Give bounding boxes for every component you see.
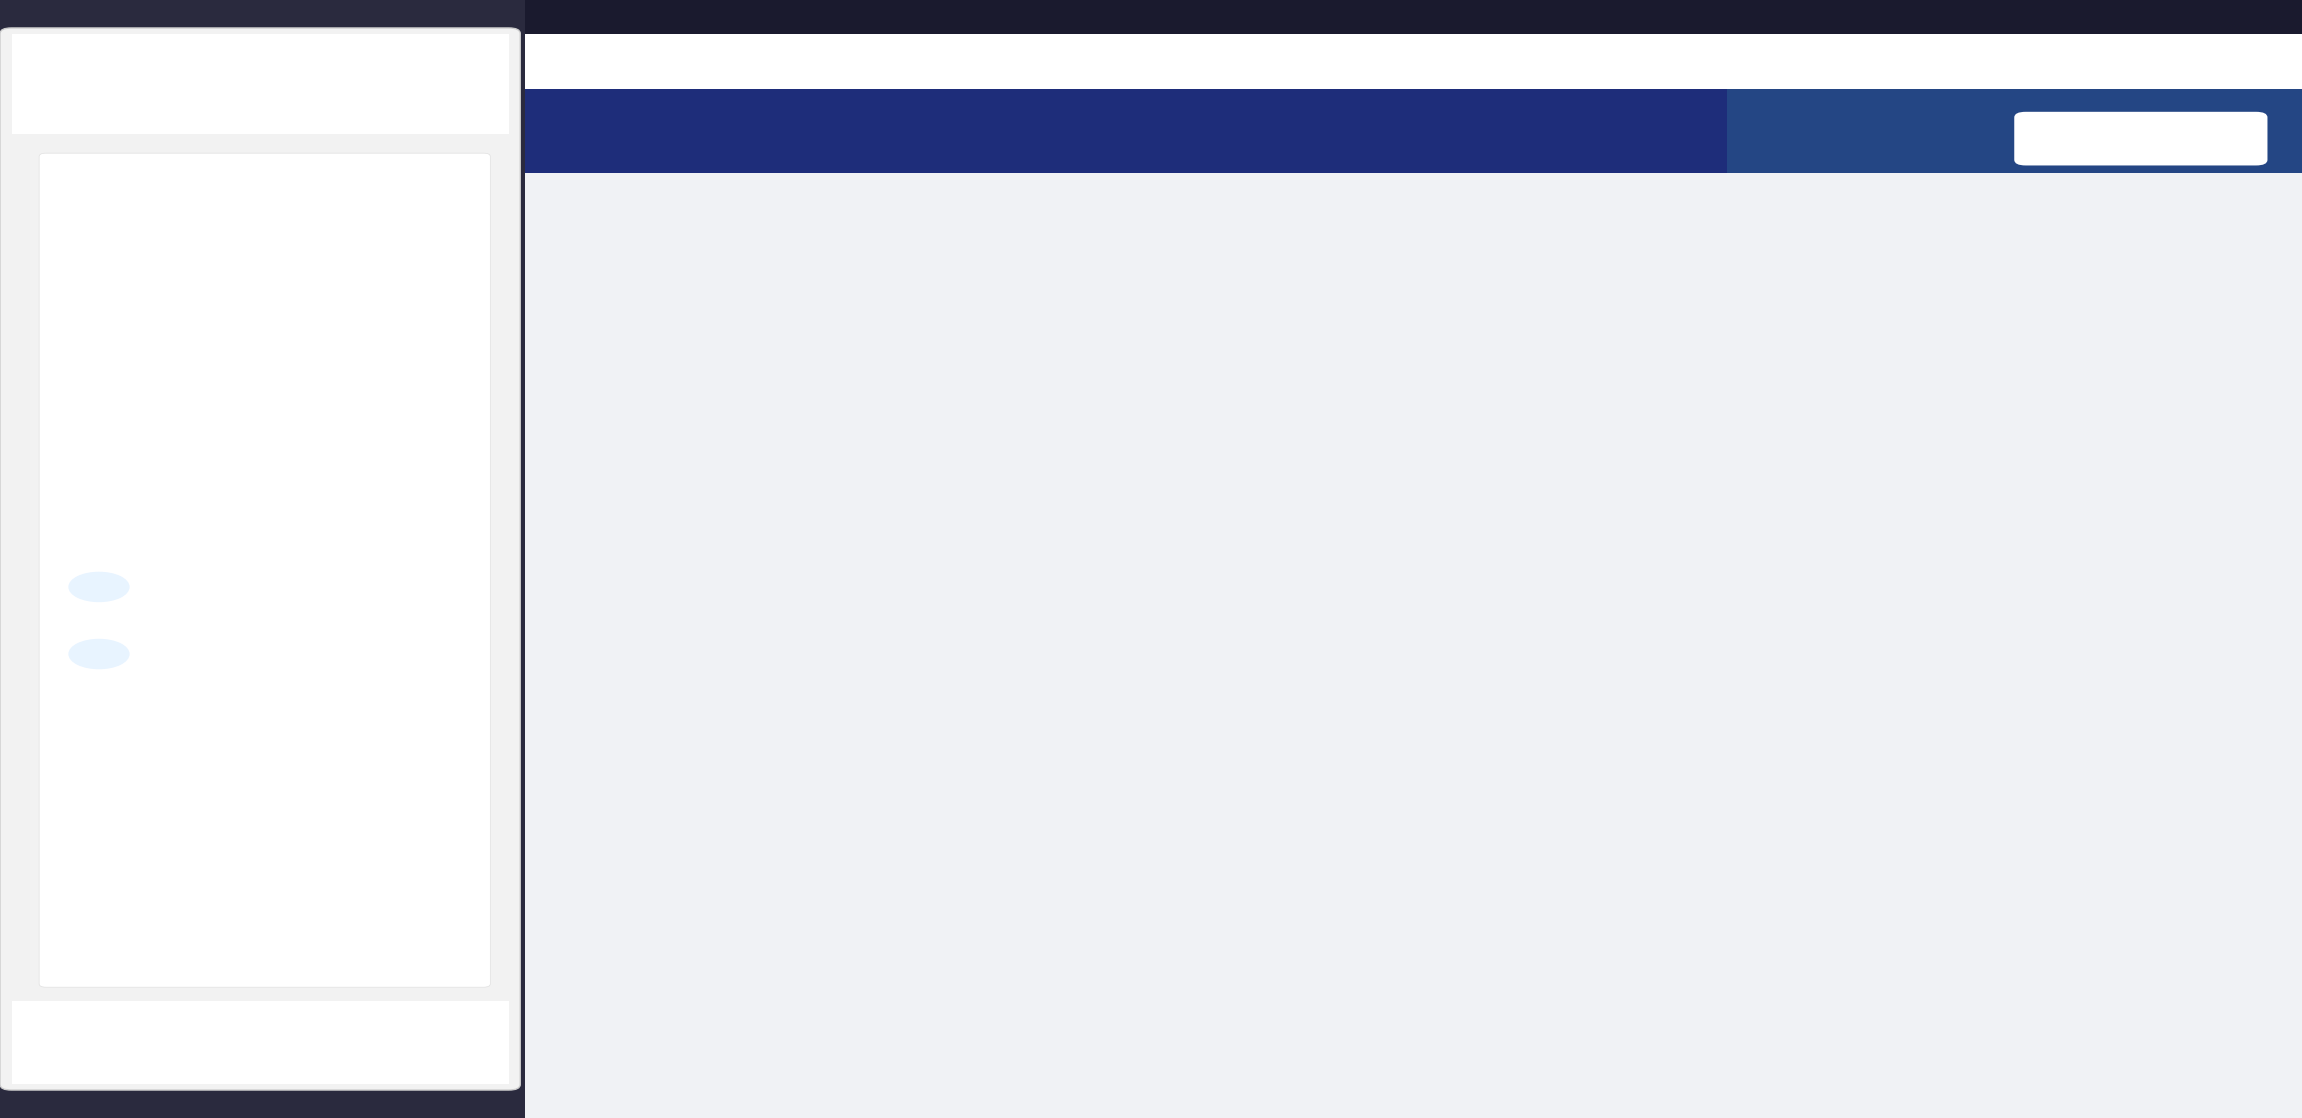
- Text: Reports: Reports: [1964, 42, 2005, 51]
- Text: 1-800-111-0000: 1-800-111-0000: [173, 590, 256, 599]
- Text: Resources: Resources: [2090, 42, 2145, 51]
- Text: ☎: ☎: [92, 582, 106, 591]
- Text: Email Address: Email Address: [173, 641, 260, 650]
- Text: Informed Consent Needed: Informed Consent Needed: [173, 396, 357, 409]
- Text: purpose, procedures, and potential risks and: purpose, procedures, and potential risks…: [154, 487, 375, 496]
- Text: HEALTH SYSTEMS: HEALTH SYSTEMS: [173, 102, 258, 111]
- Legend: UCLA Medical, Pitié-Salpêtrière, Parkway People's Square, Al Zahra: UCLA Medical, Pitié-Salpêtrière, Parkway…: [1142, 1057, 1738, 1080]
- Text: We need your initial consent to ensure you: We need your initial consent to ensure y…: [159, 432, 371, 440]
- Text: Report Type: Consent Report: Report Type: Consent Report: [633, 113, 861, 126]
- Text: contact your site:: contact your site:: [221, 543, 308, 552]
- Text: Compliance: Compliance: [1798, 42, 1862, 51]
- Text: Completed Consent Report: Completed Consent Report: [557, 195, 937, 219]
- Text: Adjust Report: Adjust Report: [2097, 134, 2185, 143]
- Text: Participants: Participants: [1648, 42, 1713, 51]
- Text: INFO: INFO: [338, 1049, 361, 1058]
- Text: DOCS: DOCS: [246, 1049, 269, 1058]
- Text: example@alethium.com: example@alethium.com: [173, 657, 299, 666]
- Text: HOME: HOME: [62, 1049, 90, 1058]
- Text: Alethium: Alethium: [173, 75, 265, 93]
- Text: VIDEO CALL: VIDEO CALL: [140, 1049, 191, 1058]
- Text: Phone Number: Phone Number: [173, 574, 265, 582]
- Text: benefits. If you have any questions, please: benefits. If you have any questions, ple…: [159, 515, 371, 524]
- Text: ✉: ✉: [94, 650, 104, 659]
- Text: ID: 8535-0: ID: 8535-0: [633, 141, 714, 154]
- Text: have a clear understanding of this study's: have a clear understanding of this study…: [161, 459, 368, 468]
